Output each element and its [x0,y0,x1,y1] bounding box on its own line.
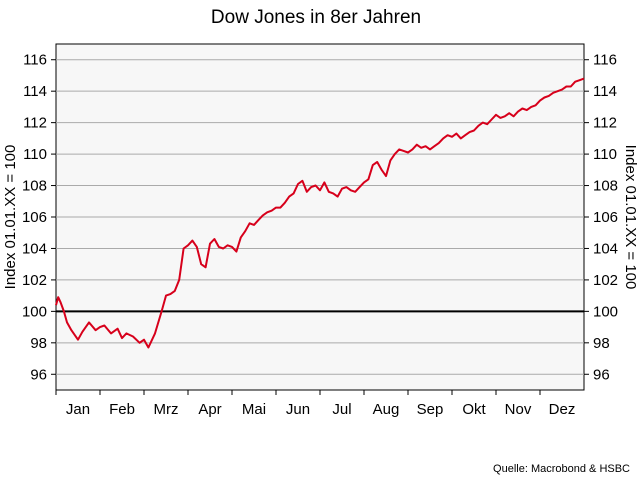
x-tick-label: Mrz [154,401,179,418]
series-line [55,77,585,349]
y-tick-label-left: 106 [22,209,47,226]
y-tick-label-left: 110 [23,146,47,163]
y-tick-label-left: 98 [30,335,47,352]
y-tick-label-right: 102 [593,272,618,289]
y-axis-label-left: Index 01.01.XX = 100 [2,145,19,290]
y-tick-label-right: 116 [593,52,617,69]
x-tick-label: Jul [332,401,351,418]
y-tick-labels-right: 96 98 100 102 104 106 108 110 112 114 116 [593,52,618,384]
x-tick-label: Jan [66,401,90,418]
y-tick-label-right: 114 [593,83,617,100]
y-tick-label-right: 98 [593,335,610,352]
y-tick-label-left: 112 [23,115,47,132]
y-tick-label-right: 108 [593,178,618,195]
source-note: Quelle: Macrobond & HSBC [493,463,630,475]
y-tick-label-left: 116 [23,52,47,69]
series-layer [55,77,585,349]
x-tick-label: Nov [505,401,532,418]
y-tick-label-left: 100 [22,303,47,320]
y-tick-label-right: 100 [593,303,618,320]
y-tick-labels-left: 96 98 100 102 104 106 108 110 112 114 116 [22,52,47,384]
y-tick-label-right: 112 [593,115,617,132]
x-tick-label: Jun [286,401,310,418]
x-tick-label: Mai [242,401,266,418]
y-axis-label-right: Index 01.01.XX = 100 [622,145,639,290]
y-tick-label-right: 106 [593,209,618,226]
x-tick-label: Dez [549,401,576,418]
y-tick-label-left: 102 [22,272,47,289]
y-tick-label-left: 104 [22,240,47,257]
x-tick-label: Aug [373,401,400,418]
x-tick-label: Apr [198,401,221,418]
y-tick-label-left: 108 [22,178,47,195]
y-tick-label-left: 96 [30,366,47,383]
chart-title: Dow Jones in 8er Jahren [211,7,421,28]
y-tick-label-right: 104 [593,240,618,257]
x-tick-label: Sep [417,401,444,418]
x-tick-label: Feb [109,401,135,418]
x-tick-labels: Jan Feb Mrz Apr Mai Jun Jul Aug Sep Okt Nov Dez [66,401,575,418]
y-tick-label-right: 110 [593,146,617,163]
y-tick-label-left: 114 [23,83,47,100]
x-tick-label: Okt [462,401,486,418]
y-tick-label-right: 96 [593,366,610,383]
